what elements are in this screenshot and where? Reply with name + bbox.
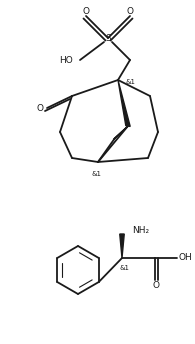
Text: O: O: [82, 7, 90, 15]
Polygon shape: [114, 126, 128, 139]
Text: O: O: [127, 7, 134, 15]
Text: NH₂: NH₂: [132, 226, 149, 235]
Text: &1: &1: [125, 79, 135, 85]
Text: S: S: [105, 33, 111, 43]
Polygon shape: [120, 234, 124, 258]
Text: &1: &1: [91, 171, 101, 177]
Text: OH: OH: [178, 254, 192, 262]
Text: O: O: [36, 104, 43, 112]
Polygon shape: [118, 80, 130, 127]
Text: &1: &1: [119, 265, 129, 271]
Text: HO: HO: [59, 55, 73, 65]
Text: O: O: [152, 281, 160, 290]
